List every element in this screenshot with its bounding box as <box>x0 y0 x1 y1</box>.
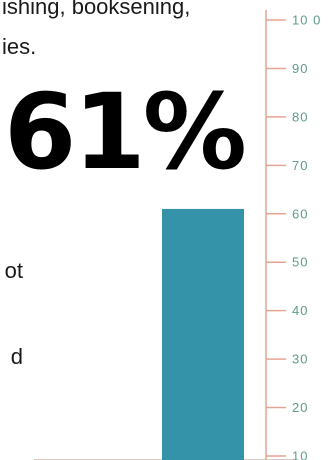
y-tick-label: 60 <box>292 206 308 221</box>
body-text-fragment: d <box>10 344 23 369</box>
body-text-fragment: ishing, booksening, <box>2 0 191 19</box>
y-tick-label: 20 <box>292 400 308 415</box>
y-tick-label: 80 <box>292 109 308 124</box>
y-tick-label: 30 <box>292 352 308 367</box>
stat-percentage: 61% <box>4 71 247 193</box>
y-tick-label: 10 <box>292 449 308 460</box>
body-text-fragment: ies. <box>2 34 37 59</box>
y-tick-label: 70 <box>292 158 308 173</box>
body-text-fragment: ot <box>4 258 23 283</box>
y-tick-label: 50 <box>292 255 308 270</box>
y-tick-label: 90 <box>292 61 308 76</box>
bar <box>162 208 244 460</box>
y-tick-label: 10 0 <box>292 13 321 28</box>
y-tick-label: 40 <box>292 303 308 318</box>
